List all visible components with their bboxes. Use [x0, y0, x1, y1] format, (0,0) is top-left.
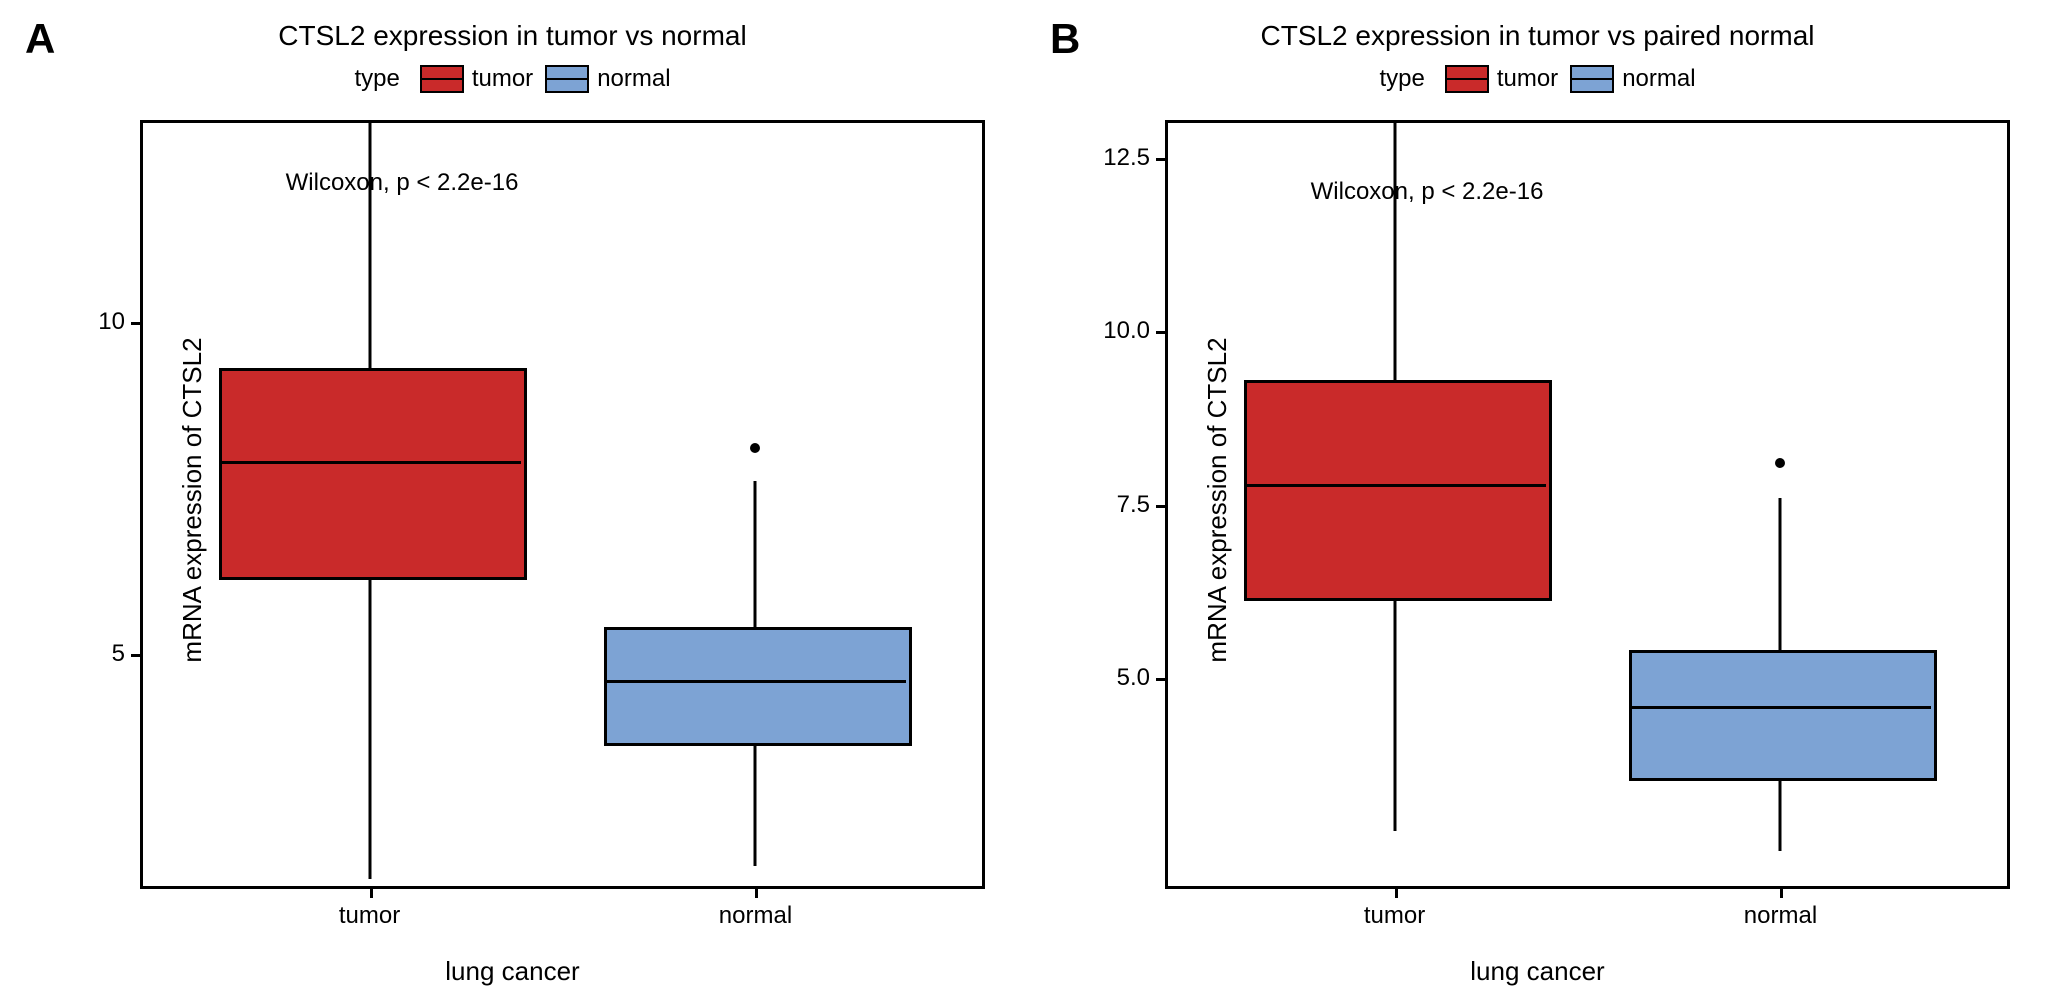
- figure-container: A CTSL2 expression in tumor vs normal ty…: [0, 0, 2050, 999]
- y-tick: [131, 654, 140, 657]
- whisker-upper: [1393, 123, 1396, 380]
- box-normal: [604, 627, 912, 746]
- y-tick: [1156, 678, 1165, 681]
- x-tick: [1780, 889, 1783, 898]
- x-tick: [1395, 889, 1398, 898]
- stat-annotation: Wilcoxon, p < 2.2e-16: [1311, 178, 1544, 206]
- panel-b-legend: type tumor normal: [1025, 65, 2050, 93]
- whisker-lower: [754, 740, 757, 866]
- whisker-upper: [754, 481, 757, 627]
- y-tick-label: 12.5: [1103, 144, 1150, 172]
- x-tick-label: tumor: [339, 902, 400, 930]
- x-tick-label: tumor: [1364, 902, 1425, 930]
- legend-item-normal: normal: [1570, 65, 1695, 93]
- whisker-lower: [1779, 775, 1782, 851]
- y-tick-label: 5.0: [1117, 664, 1150, 692]
- panel-b-x-label: lung cancer: [1025, 956, 2050, 987]
- legend-item-tumor: tumor: [1445, 65, 1558, 93]
- median-line: [1629, 706, 1931, 709]
- y-tick: [131, 322, 140, 325]
- panel-b: B CTSL2 expression in tumor vs paired no…: [1025, 0, 2050, 999]
- box-tumor: [1244, 380, 1552, 601]
- panel-a-x-label: lung cancer: [0, 956, 1025, 987]
- panel-a-plot: 510tumornormalWilcoxon, p < 2.2e-16: [140, 120, 985, 889]
- legend-swatch-tumor: [420, 65, 464, 93]
- box-normal: [1629, 650, 1937, 781]
- legend-item-normal: normal: [545, 65, 670, 93]
- legend-label-normal: normal: [597, 65, 670, 93]
- whisker-lower: [1393, 595, 1396, 831]
- panel-a-legend: type tumor normal: [0, 65, 1025, 93]
- y-tick: [1156, 158, 1165, 161]
- panel-a: A CTSL2 expression in tumor vs normal ty…: [0, 0, 1025, 999]
- x-tick: [755, 889, 758, 898]
- legend-label-normal: normal: [1622, 65, 1695, 93]
- outlier-point: [750, 443, 760, 453]
- median-line: [219, 461, 521, 464]
- panel-b-title: CTSL2 expression in tumor vs paired norm…: [1025, 20, 2050, 52]
- x-tick-label: normal: [719, 902, 792, 930]
- outlier-point: [1775, 458, 1785, 468]
- panel-a-title: CTSL2 expression in tumor vs normal: [0, 20, 1025, 52]
- stat-annotation: Wilcoxon, p < 2.2e-16: [286, 169, 519, 197]
- y-tick: [1156, 331, 1165, 334]
- legend-item-tumor: tumor: [420, 65, 533, 93]
- legend-type-label: type: [1379, 65, 1424, 93]
- legend-swatch-normal: [1570, 65, 1614, 93]
- y-tick-label: 7.5: [1117, 491, 1150, 519]
- y-tick-label: 5: [112, 640, 125, 668]
- legend-type-label: type: [354, 65, 399, 93]
- panel-b-plot: 5.07.510.012.5tumornormalWilcoxon, p < 2…: [1165, 120, 2010, 889]
- whisker-upper: [368, 123, 371, 368]
- legend-label-tumor: tumor: [472, 65, 533, 93]
- legend-swatch-tumor: [1445, 65, 1489, 93]
- y-tick-label: 10: [98, 308, 125, 336]
- x-tick-label: normal: [1744, 902, 1817, 930]
- legend-swatch-normal: [545, 65, 589, 93]
- whisker-lower: [368, 574, 371, 879]
- median-line: [604, 680, 906, 683]
- y-tick-label: 10.0: [1103, 317, 1150, 345]
- median-line: [1244, 484, 1546, 487]
- y-tick: [1156, 505, 1165, 508]
- whisker-upper: [1779, 498, 1782, 651]
- box-tumor: [219, 368, 527, 580]
- x-tick: [370, 889, 373, 898]
- legend-label-tumor: tumor: [1497, 65, 1558, 93]
